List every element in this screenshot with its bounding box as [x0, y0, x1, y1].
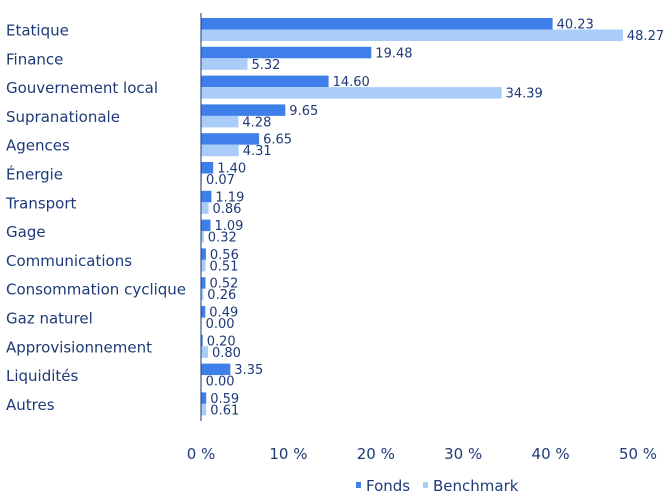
value-label-fonds: 0.49	[209, 306, 238, 321]
value-label-benchmark: 4.31	[243, 144, 272, 159]
category-label: Gaz naturel	[6, 310, 93, 328]
value-label-benchmark: 0.51	[210, 259, 239, 274]
value-label-benchmark: 48.27	[627, 29, 664, 44]
category-label: Communications	[6, 252, 132, 270]
value-label-fonds: 0.20	[207, 334, 236, 349]
value-label-benchmark: 0.86	[213, 202, 242, 217]
bar-benchmark	[201, 144, 239, 157]
bar-fonds	[201, 133, 260, 145]
bar-fonds	[201, 334, 203, 347]
value-label-fonds: 6.65	[263, 133, 292, 148]
bar-fonds	[201, 363, 231, 376]
x-tick-label: 20 %	[357, 445, 395, 463]
legend-swatch-benchmark	[423, 482, 428, 488]
value-label-fonds: 19.48	[375, 46, 412, 61]
bar-benchmark	[201, 115, 239, 128]
bar-fonds	[201, 162, 214, 174]
value-label-benchmark: 34.39	[506, 87, 543, 102]
x-tick-label: 30 %	[444, 445, 482, 463]
bar-benchmark	[201, 259, 206, 272]
category-label: Supranationale	[6, 108, 120, 126]
value-label-fonds: 14.60	[333, 75, 370, 90]
category-label: Transport	[5, 194, 77, 212]
value-label-fonds: 1.19	[215, 190, 244, 205]
x-tick-label: 50 %	[619, 445, 657, 463]
category-label: Finance	[6, 50, 63, 68]
value-label-benchmark: 0.61	[210, 403, 239, 418]
bar-benchmark	[201, 87, 502, 99]
legend: Fonds Benchmark	[356, 477, 519, 495]
category-label: Liquidités	[6, 367, 79, 385]
bar-benchmark	[201, 58, 248, 70]
value-label-fonds: 0.52	[210, 277, 239, 292]
legend-label-fonds: Fonds	[366, 477, 410, 495]
bar-fonds	[201, 75, 329, 88]
bar-benchmark	[201, 288, 204, 301]
value-label-benchmark: 0.00	[206, 375, 235, 390]
bar-fonds	[201, 248, 206, 260]
bar-fonds	[201, 306, 206, 318]
value-label-benchmark: 0.26	[207, 288, 236, 303]
value-label-fonds: 1.09	[215, 219, 244, 234]
category-label: Gouvernement local	[6, 79, 158, 97]
value-label-benchmark: 0.00	[206, 317, 235, 332]
value-label-benchmark: 0.80	[212, 346, 241, 361]
bar-fonds	[201, 392, 207, 404]
category-label: Approvisionnement	[6, 338, 152, 356]
bar-fonds	[201, 46, 372, 59]
legend-swatch-fonds	[356, 482, 361, 488]
value-label-benchmark: 0.07	[206, 173, 235, 188]
category-label: Agences	[6, 137, 70, 155]
bar-fonds	[201, 18, 553, 30]
value-label-fonds: 40.23	[557, 18, 594, 33]
bar-fonds	[201, 219, 211, 232]
value-label-fonds: 0.56	[210, 248, 239, 263]
bar-fonds	[201, 277, 206, 289]
value-label-benchmark: 5.32	[252, 58, 281, 73]
x-tick-label: 0 %	[187, 445, 216, 463]
value-label-fonds: 3.35	[234, 363, 263, 378]
bar-benchmark	[201, 29, 623, 41]
category-label: Etatique	[6, 22, 69, 40]
value-label-benchmark: 4.28	[242, 115, 271, 130]
x-tick-label: 10 %	[269, 445, 307, 463]
legend-label-benchmark: Benchmark	[433, 477, 519, 495]
bar-benchmark	[201, 403, 207, 416]
category-label: Autres	[6, 396, 55, 414]
bar-benchmark	[201, 202, 209, 214]
bar-benchmark	[201, 346, 208, 358]
category-label: Gage	[6, 223, 46, 241]
bar-fonds	[201, 190, 212, 203]
value-label-benchmark: 0.32	[208, 231, 237, 246]
value-label-fonds: 9.65	[289, 104, 318, 119]
x-tick-label: 40 %	[532, 445, 570, 463]
category-label: Énergie	[6, 165, 63, 184]
category-label: Consommation cyclique	[6, 281, 186, 299]
value-label-fonds: 1.40	[217, 162, 246, 177]
value-label-fonds: 0.59	[210, 392, 239, 407]
bar-benchmark	[201, 231, 204, 243]
bar-fonds	[201, 104, 286, 116]
